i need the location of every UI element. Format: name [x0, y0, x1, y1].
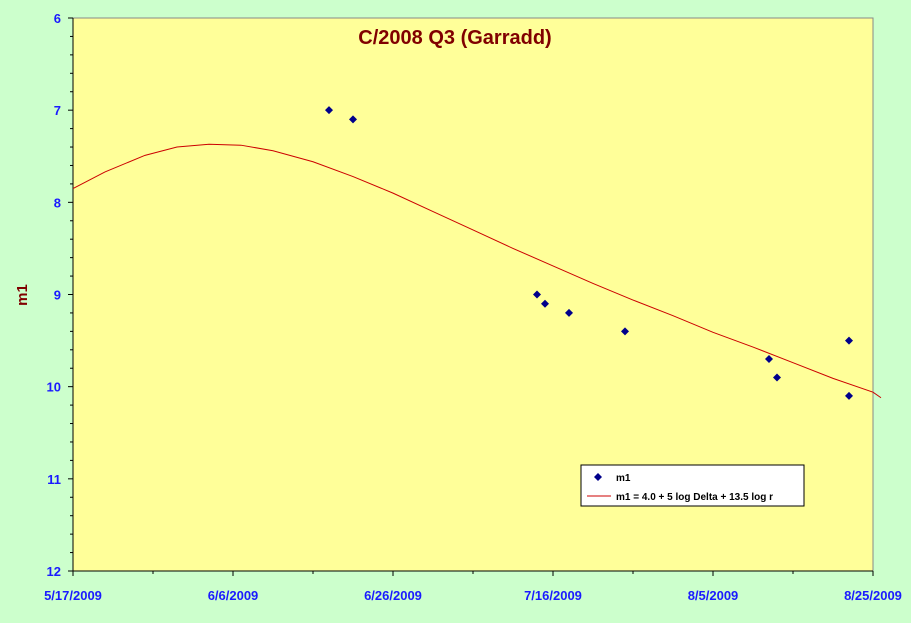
- x-tick-label: 7/16/2009: [524, 588, 582, 603]
- series-group: [72, 106, 882, 400]
- y-tick-label: 12: [47, 564, 61, 579]
- data-point: [845, 336, 853, 345]
- y-tick-label: 9: [54, 288, 61, 303]
- y-tick-label: 10: [47, 380, 61, 395]
- data-point: [533, 290, 541, 299]
- legend-box: [580, 464, 805, 507]
- x-tick-label: 8/5/2009: [688, 588, 739, 603]
- data-point: [773, 373, 781, 382]
- legend-label: m1 = 4.0 + 5 log Delta + 13.5 log r: [616, 492, 773, 503]
- chart-title: C/2008 Q3 (Garradd): [358, 27, 551, 49]
- x-tick-label: 6/26/2009: [364, 588, 422, 603]
- y-tick-label: 6: [54, 11, 61, 26]
- legend-label: m1: [616, 473, 631, 484]
- y-tick-label: 8: [54, 195, 61, 210]
- data-point: [325, 106, 333, 115]
- data-point: [349, 115, 357, 124]
- legend-marker-swatch: [594, 473, 602, 481]
- x-tick-label: 6/6/2009: [208, 588, 259, 603]
- x-tick-label: 8/25/2009: [844, 588, 902, 603]
- y-tick-label: 7: [54, 103, 61, 118]
- data-point: [621, 327, 629, 336]
- data-point: [765, 355, 773, 364]
- x-tick-label: 5/17/2009: [44, 588, 102, 603]
- trend-line: [72, 143, 882, 399]
- y-axis-title: m1: [14, 284, 31, 306]
- data-point: [565, 308, 573, 317]
- legend: m1 m1 = 4.0 + 5 log Delta + 13.5 log r: [580, 464, 805, 507]
- y-tick-label: 11: [47, 472, 61, 487]
- data-point: [541, 299, 549, 308]
- axes-group: 6 7 8 9 10 11 12 5/17/2009 6/6/2009 6/26/2009 7/16…: [44, 11, 902, 603]
- data-point: [845, 391, 853, 400]
